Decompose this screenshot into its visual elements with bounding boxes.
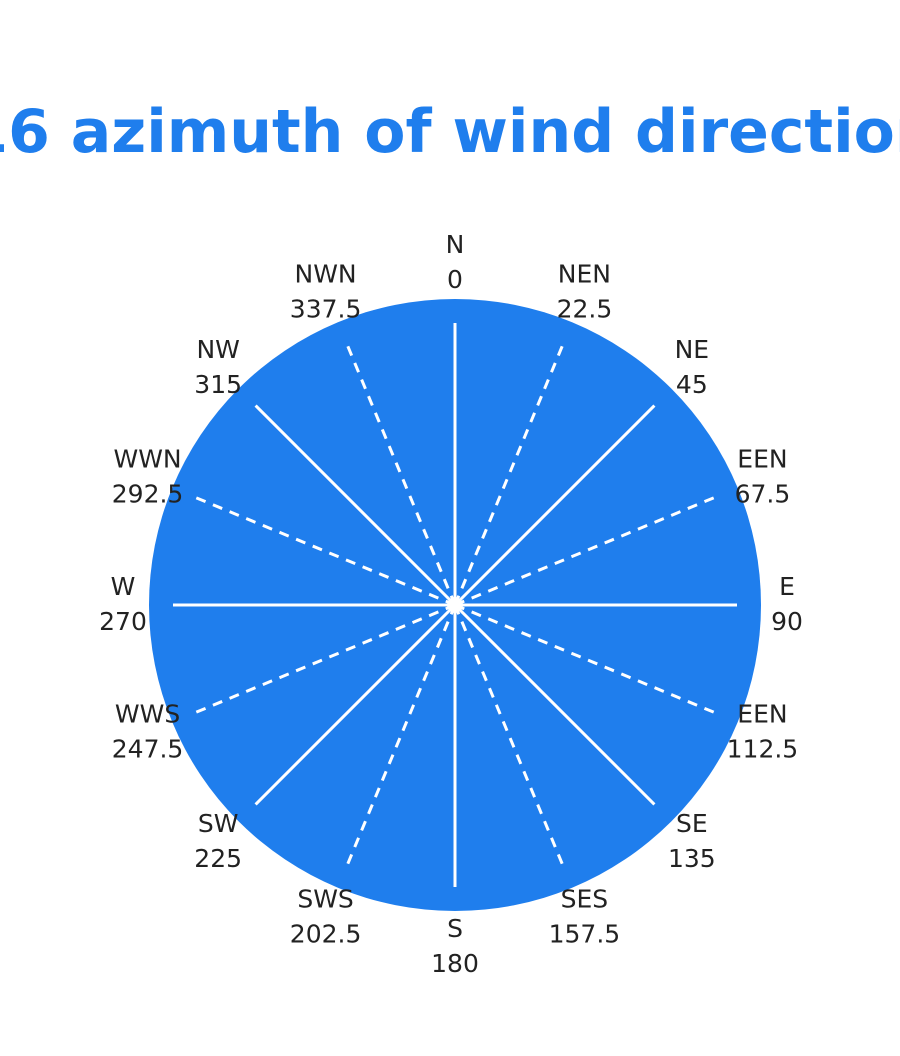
direction-name: EEN (737, 445, 787, 474)
direction-name: NEN (558, 260, 611, 289)
direction-name: NWN (295, 260, 357, 289)
dashed-ray (193, 495, 456, 607)
solid-ray (254, 603, 457, 806)
dashed-ray (453, 343, 565, 606)
direction-name: N (446, 230, 465, 259)
direction-degree: 180 (431, 949, 479, 978)
direction-degree: 67.5 (735, 480, 791, 509)
direction-name: SE (676, 809, 708, 838)
solid-ray (453, 404, 656, 607)
direction-degree: 157.5 (549, 919, 621, 948)
direction-degree: 247.5 (112, 734, 184, 763)
direction-name: W (111, 572, 136, 601)
direction-degree: 337.5 (290, 295, 362, 324)
direction-degree: 22.5 (557, 295, 613, 324)
direction-degree: 90 (771, 607, 803, 636)
dashed-ray (454, 603, 717, 715)
direction-degree: 270 (99, 607, 147, 636)
direction-name: SWS (297, 884, 353, 913)
direction-name: SW (198, 809, 239, 838)
direction-name: WWN (113, 445, 181, 474)
direction-degree: 315 (194, 370, 242, 399)
direction-name: EEN (737, 699, 787, 728)
solid-ray (453, 603, 656, 806)
direction-name: NW (196, 335, 239, 364)
direction-degree: 135 (668, 844, 716, 873)
direction-name: E (779, 572, 795, 601)
title: 16 azimuth of wind direction (0, 97, 900, 167)
dashed-ray (345, 343, 457, 606)
dashed-ray (345, 604, 457, 867)
direction-degree: 202.5 (290, 919, 362, 948)
direction-degree: 0 (447, 265, 463, 294)
direction-degree: 45 (676, 370, 708, 399)
direction-degree: 225 (194, 844, 242, 873)
dashed-ray (453, 604, 565, 867)
solid-ray (254, 404, 457, 607)
direction-name: WWS (115, 699, 180, 728)
direction-degree: 112.5 (727, 734, 799, 763)
direction-name: NE (675, 335, 710, 364)
direction-name: S (447, 914, 463, 943)
dashed-ray (454, 495, 717, 607)
direction-degree: 292.5 (112, 480, 184, 509)
dashed-ray (193, 603, 456, 715)
direction-name: SES (561, 884, 609, 913)
